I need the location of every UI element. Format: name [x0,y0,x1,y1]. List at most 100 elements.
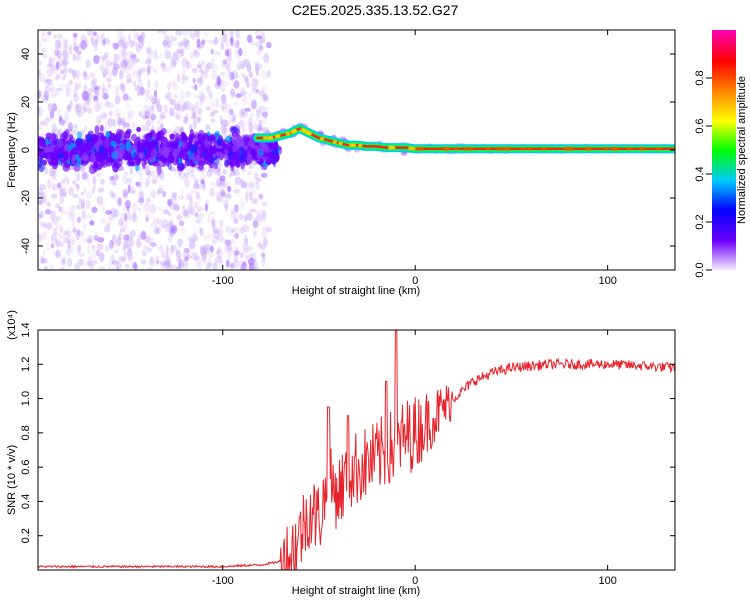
heatmap-noise-cell [230,211,237,221]
heatmap-noise-cell [61,57,68,68]
heatmap-band-cell [62,164,70,172]
heatmap-noise-cell [178,259,185,268]
heatmap-noise-cell [106,77,112,83]
heatmap-noise-cell [239,213,244,220]
heatmap-ridge-highlight [506,147,511,151]
heatmap-noise-cell [104,51,109,60]
heatmap-noise-cell [58,234,65,240]
heatmap-noise-cell [235,41,240,49]
heatmap-noise-cell [43,117,49,127]
heatmap-noise-cell [40,255,45,264]
heatmap-band-cell [231,135,239,145]
heatmap-noise-cell [132,210,137,219]
heatmap-noise-cell [114,94,121,105]
heatmap-noise-cell [266,41,272,49]
heatmap-noise-cell [218,196,224,202]
heatmap-noise-cell [112,260,119,266]
heatmap-noise-cell [41,191,47,199]
heatmap-noise-cell [171,224,178,234]
heatmap-noise-cell [118,37,124,44]
heatmap-noise-cell [136,238,141,248]
heatmap-noise-cell [77,244,81,254]
heatmap-noise-cell [219,219,224,229]
heatmap-ridge-highlight [520,147,525,151]
heatmap-noise-cell [138,207,142,212]
heatmap-noise-cell [91,76,96,87]
heatmap-noise-cell [105,68,109,75]
heatmap-noise-cell [154,98,161,106]
heatmap-band-cell [178,140,183,148]
heatmap-band-cell [39,158,44,164]
heatmap-noise-cell [125,96,132,101]
heatmap-noise-cell [194,30,201,39]
heatmap-noise-cell [164,223,171,232]
heatmap-band-cell [196,154,201,163]
heatmap-noise-cell [233,218,239,225]
heatmap-noise-cell [59,227,64,233]
heatmap-noise-cell [227,186,232,193]
heatmap-noise-cell [197,61,201,69]
heatmap-noise-cell [96,195,104,205]
heatmap-noise-cell [176,266,181,270]
heatmap-noise-cell [255,117,263,122]
heatmap-noise-cell [132,69,139,78]
heatmap-noise-cell [121,46,127,53]
heatmap-band-cell [190,144,198,154]
heatmap-band-cell [77,144,84,152]
heatmap-noise-cell [99,253,105,263]
heatmap-noise-cell [38,261,42,270]
heatmap-noise-cell [157,104,163,113]
heatmap-noise-cell [94,90,99,98]
heatmap-noise-cell [123,194,127,200]
heatmap-noise-cell [197,107,203,115]
heatmap-noise-cell [93,55,100,64]
heatmap-noise-cell [174,110,181,116]
heatmap-noise-cell [252,88,258,94]
heatmap-noise-cell [118,232,122,241]
heatmap-band-cell [144,133,152,140]
heatmap-noise-cell [123,171,129,176]
heatmap-noise-cell [139,173,143,184]
heatmap-noise-cell [175,30,183,36]
heatmap-noise-cell [156,259,160,265]
heatmap-noise-cell [191,32,196,41]
heatmap-noise-cell [125,233,132,243]
snr-frame [37,329,676,571]
heatmap-noise-cell [244,254,251,259]
heatmap-noise-cell [256,178,262,183]
heatmap-band-cell [119,142,126,150]
heatmap-noise-cell [249,40,256,46]
heatmap-noise-cell [170,58,174,68]
heatmap-noise-cell [74,262,80,270]
heatmap-noise-cell [136,91,141,97]
heatmap-band-cell [244,135,249,144]
heatmap-noise-cell [150,256,154,265]
heatmap-noise-cell [219,83,226,93]
heatmap-band-cell [271,152,278,160]
heatmap-noise-cell [200,178,205,185]
heatmap-noise-cell [254,62,259,71]
heatmap-band-cell [105,131,111,139]
snr-panel: -100 0 100 0.2 0.4 0.6 0.8 1.0 1.2 1.4 Height of … [6,310,676,597]
heatmap-noise-cell [78,252,85,257]
heatmap-noise-cell [258,194,263,201]
heatmap-noise-cell [216,195,221,202]
heatmap-band-cell [38,163,45,173]
heatmap-noise-cell [187,61,193,69]
heatmap-noise-cell [194,49,200,58]
heatmap-noise-cell [162,40,168,47]
heatmap-noise-cell [44,221,51,230]
heatmap-noise-cell [82,221,87,231]
heatmap-noise-cell [169,80,177,86]
heatmap-noise-cell [247,181,253,188]
heatmap-noise-cell [160,62,167,67]
heatmap-noise-cell [137,198,143,204]
heatmap-noise-cell [196,45,203,50]
heatmap-noise-cell [66,249,71,254]
heatmap-noise-cell [92,232,100,240]
heatmap-noise-cell [39,184,46,191]
snr-x-tick-label: 100 [598,575,616,587]
heatmap-noise-cell [111,180,118,187]
heatmap-noise-cell [157,30,163,34]
heatmap-noise-cell [81,102,88,111]
